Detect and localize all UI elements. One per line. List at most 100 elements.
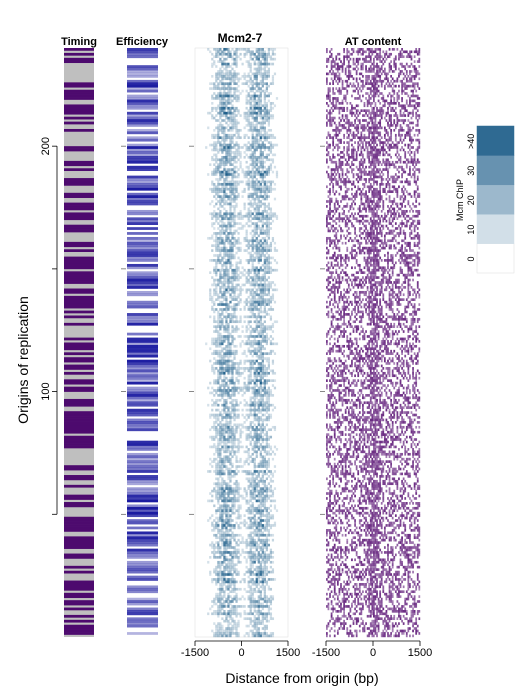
mcm-cell <box>265 595 268 598</box>
mcm-cell <box>259 531 262 535</box>
mcm-cell <box>221 457 224 461</box>
mcm-cell <box>269 281 273 284</box>
mcm-cell <box>249 109 252 113</box>
mcm-cell <box>229 460 232 463</box>
mcm-cell <box>251 403 254 407</box>
mcm-cell <box>247 84 250 88</box>
mcm-cell <box>247 416 250 419</box>
mcm-cell <box>239 526 242 530</box>
mcm-cell <box>259 524 262 527</box>
mcm-cell <box>237 379 240 382</box>
mcm-cell <box>253 136 256 140</box>
mcm-cell <box>255 79 258 83</box>
mcm-cell <box>243 205 246 208</box>
mcm-cell <box>257 364 260 368</box>
mcm-cell <box>215 445 218 449</box>
mcm-cell <box>265 553 268 557</box>
mcm-cell <box>259 109 262 113</box>
mcm-cell <box>253 433 256 436</box>
mcm-cell <box>259 506 262 510</box>
mcm-cell <box>259 590 262 594</box>
efficiency-bar <box>127 440 158 444</box>
mcm-cell <box>235 499 238 503</box>
mcm-cell <box>241 497 244 500</box>
timing-bar <box>64 217 94 221</box>
mcm-cell <box>271 425 275 429</box>
mcm-cell <box>231 106 234 110</box>
mcm-cell <box>219 573 222 576</box>
mcm-cell <box>221 87 224 90</box>
mcm-cell <box>269 256 273 260</box>
mcm-cell <box>229 421 232 424</box>
mcm-cell <box>259 396 262 400</box>
mcm-cell <box>237 533 240 537</box>
mcm-cell <box>219 597 222 601</box>
mcm-cell <box>235 97 238 100</box>
mcm-cell <box>265 406 268 409</box>
mcm-cell <box>257 155 260 159</box>
mcm-cell <box>223 315 226 319</box>
mcm-cell <box>223 411 226 414</box>
mcm-cell <box>247 556 250 559</box>
mcm-cell <box>259 391 262 395</box>
mcm-cell <box>263 563 266 567</box>
mcm-cell <box>223 492 226 495</box>
mcm-cell <box>261 541 264 544</box>
mcm-cell <box>247 165 250 169</box>
mcm-cell <box>267 605 271 608</box>
mcm-cell <box>215 568 218 571</box>
mcm-cell <box>255 610 258 613</box>
mcm-cell <box>267 84 271 88</box>
mcm-cell <box>259 327 262 331</box>
mcm-cell <box>261 632 264 635</box>
mcm-cell <box>239 214 242 218</box>
mcm-cell <box>267 300 271 304</box>
mcm-cell <box>233 553 236 557</box>
mcm-cell <box>233 278 236 282</box>
mcm-cell <box>255 548 258 552</box>
mcm-cell <box>261 163 264 166</box>
mcm-cell <box>225 533 228 537</box>
mcm-cell <box>261 551 264 554</box>
mcm-cell <box>249 55 252 59</box>
efficiency-bar <box>127 475 158 478</box>
mcm-cell <box>251 305 254 309</box>
mcm-cell <box>219 99 222 103</box>
mcm-cell <box>249 511 252 515</box>
mcm-cell <box>213 325 216 328</box>
mcm-cell <box>251 484 254 488</box>
mcm-cell <box>243 77 246 81</box>
mcm-cell <box>225 421 228 424</box>
efficiency-bar <box>127 195 158 199</box>
mcm-cell <box>209 143 212 147</box>
mcm-cell <box>221 224 224 228</box>
mcm-cell <box>231 629 234 633</box>
mcm-cell <box>255 315 258 319</box>
timing-bar <box>64 109 94 113</box>
mcm-cell <box>245 433 248 436</box>
timing-bar <box>64 386 94 390</box>
mcm-cell <box>263 570 266 574</box>
mcm-cell <box>265 187 268 191</box>
mcm-cell <box>269 560 273 564</box>
mcm-cell <box>233 551 236 554</box>
mcm-cell <box>235 607 238 611</box>
mcm-cell <box>257 62 260 66</box>
mcm-cell <box>245 89 248 93</box>
mcm-cell <box>245 101 248 105</box>
mcm-cell <box>243 170 246 174</box>
timing-bar <box>64 352 94 356</box>
mcm-cell <box>239 298 242 301</box>
mcm-cell <box>221 499 224 503</box>
mcm-cell <box>265 310 268 314</box>
mcm-cell <box>225 67 228 71</box>
mcm-cell <box>215 624 218 628</box>
mcm-cell <box>243 578 246 581</box>
mcm-cell <box>251 266 254 270</box>
mcm-cell <box>263 489 266 493</box>
mcm-cell <box>265 286 268 289</box>
mcm-cell <box>227 583 230 586</box>
mcm-cell <box>257 521 260 525</box>
mcm-cell <box>235 143 238 147</box>
mcm-cell <box>221 229 224 233</box>
